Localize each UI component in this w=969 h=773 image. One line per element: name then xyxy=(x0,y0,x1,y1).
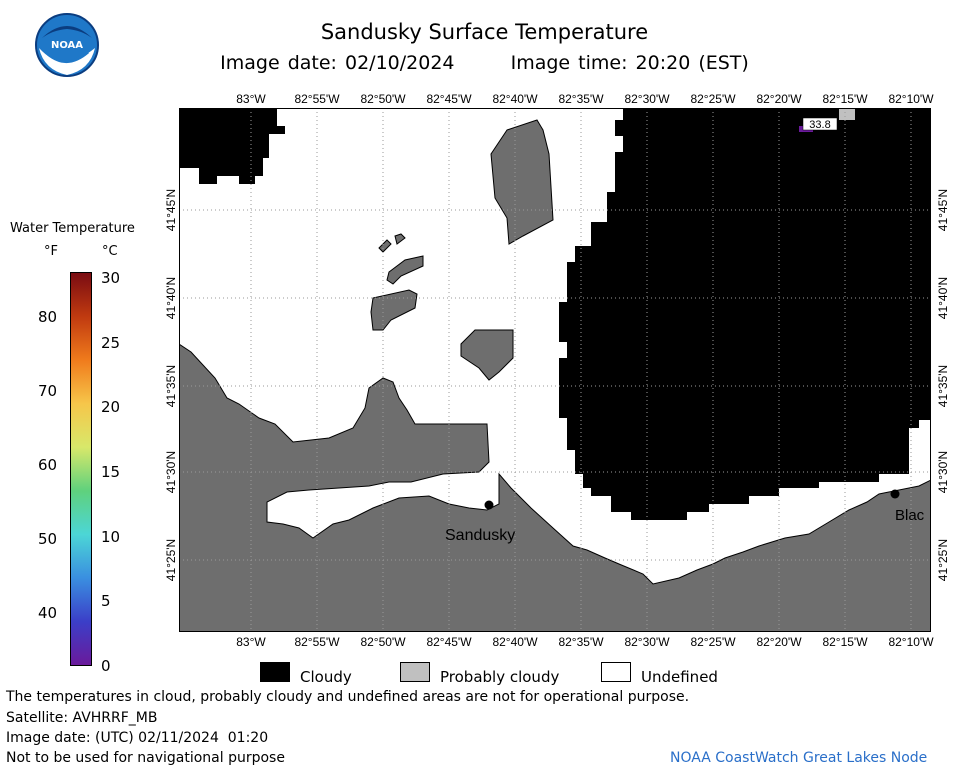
temperature-colorbar xyxy=(70,272,92,666)
lon-tick-top: 82°35'W xyxy=(558,92,604,106)
island-small-1 xyxy=(378,239,392,253)
colorbar-c-tick: 10 xyxy=(101,527,121,546)
graticule xyxy=(179,108,931,632)
blackriver-marker xyxy=(890,489,900,499)
lat-tick-left: 41°25'N xyxy=(164,538,178,582)
lat-tick-right: 41°40'N xyxy=(936,276,950,320)
footer-navigation: Not to be used for navigational purpose xyxy=(6,750,285,766)
island-north xyxy=(490,119,554,245)
legend-cloudy-label: Cloudy xyxy=(300,668,352,686)
colorbar-c-tick: 20 xyxy=(101,398,121,417)
legend-undefined-label: Undefined xyxy=(641,668,718,686)
legend-probably-cloudy-label: Probably cloudy xyxy=(440,668,560,686)
colorbar-f-tick: 60 xyxy=(38,456,58,474)
lat-tick-right: 41°35'N xyxy=(936,364,950,408)
lat-tick-left: 41°45'N xyxy=(164,188,178,232)
image-date-time: Image date: 02/10/2024 Image time: 20:20… xyxy=(0,52,969,74)
colorbar-unit-f: °F xyxy=(44,244,58,259)
lon-tick-bottom: 82°15'W xyxy=(822,635,868,649)
noaa-logo-text: NOAA xyxy=(51,40,83,51)
colorbar-c-tick: 15 xyxy=(101,463,121,481)
image-date: Image date: 02/10/2024 xyxy=(220,52,455,74)
colorbar-c-tick: 0 xyxy=(101,657,111,675)
colorbar-c-tick: 25 xyxy=(101,333,121,352)
lon-tick-top: 82°30'W xyxy=(624,92,670,106)
lon-tick-top: 82°40'W xyxy=(492,92,538,106)
lon-tick-top: 82°20'W xyxy=(756,92,802,106)
cloud-area-northwest xyxy=(179,108,285,184)
lon-tick-bottom: 82°25'W xyxy=(690,635,736,649)
map-frame: 33.8 Sandu xyxy=(178,108,932,633)
lon-tick-bottom: 82°40'W xyxy=(492,635,538,649)
lon-tick-top: 82°50'W xyxy=(360,92,406,106)
lon-tick-top: 82°25'W xyxy=(690,92,736,106)
island-kelleys xyxy=(460,329,514,381)
lon-tick-bottom: 82°45'W xyxy=(426,635,472,649)
lat-tick-right: 41°30'N xyxy=(936,450,950,494)
lon-tick-bottom: 83°W xyxy=(236,635,266,649)
lon-tick-bottom: 82°30'W xyxy=(624,635,670,649)
page-title: Sandusky Surface Temperature xyxy=(320,20,649,44)
lon-tick-top: 83°W xyxy=(236,92,266,106)
temperature-label: 33.8 xyxy=(809,119,830,131)
footer-disclaimer: The temperatures in cloud, probably clou… xyxy=(6,689,690,705)
legend-cloudy-swatch xyxy=(260,662,290,682)
colorbar-unit-c: °C xyxy=(102,244,118,259)
image-time: Image time: 20:20 (EST) xyxy=(510,52,749,74)
sandusky-marker xyxy=(484,500,494,510)
legend-undefined-swatch xyxy=(601,662,631,682)
lat-tick-right: 41°45'N xyxy=(936,188,950,232)
noaa-logo: NOAA xyxy=(34,12,100,78)
lat-tick-right: 41°25'N xyxy=(936,538,950,582)
colorbar-f-tick: 80 xyxy=(38,308,58,326)
colorbar-f-tick: 40 xyxy=(38,604,58,622)
lon-tick-bottom: 82°10'W xyxy=(888,635,934,649)
lon-tick-top: 82°10'W xyxy=(888,92,934,106)
legend-probably-cloudy-swatch xyxy=(400,662,430,682)
blackriver-label: Blac xyxy=(895,507,925,524)
footer-satellite: Satellite: AVHRRF_MB xyxy=(6,710,158,726)
lon-tick-bottom: 82°20'W xyxy=(756,635,802,649)
lon-tick-bottom: 82°50'W xyxy=(360,635,406,649)
lat-tick-left: 41°35'N xyxy=(164,364,178,408)
lat-tick-left: 41°40'N xyxy=(164,276,178,320)
sandusky-label: Sandusky xyxy=(445,527,515,544)
lat-tick-left: 41°30'N xyxy=(164,450,178,494)
probably-cloudy-area xyxy=(839,108,855,120)
colorbar-c-tick: 5 xyxy=(101,592,111,611)
colorbar-f-tick: 50 xyxy=(38,530,58,548)
colorbar-c-tick: 30 xyxy=(101,269,121,287)
map-svg: 33.8 Sandu xyxy=(178,108,932,633)
lon-tick-bottom: 82°55'W xyxy=(294,635,340,649)
lon-tick-top: 82°45'W xyxy=(426,92,472,106)
colorbar-f-tick: 70 xyxy=(38,382,58,400)
lon-tick-top: 82°15'W xyxy=(822,92,868,106)
footer-utc-date: Image date: (UTC) 02/11/2024 01:20 xyxy=(6,730,269,746)
colorbar-title: Water Temperature xyxy=(10,221,135,236)
island-small-2 xyxy=(394,233,406,245)
footer-credit: NOAA CoastWatch Great Lakes Node xyxy=(670,750,928,766)
lon-tick-bottom: 82°35'W xyxy=(558,635,604,649)
lon-tick-top: 82°55'W xyxy=(294,92,340,106)
island-middle-bass xyxy=(386,255,424,285)
cloud-area-east xyxy=(559,108,931,520)
